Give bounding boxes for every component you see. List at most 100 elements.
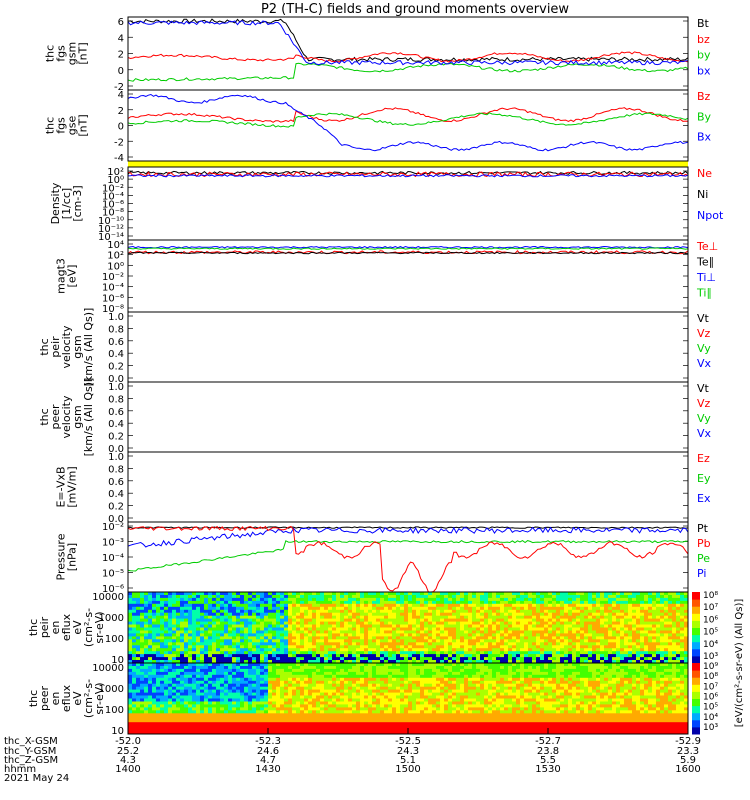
heatmap-cell xyxy=(208,686,213,691)
heatmap-cell xyxy=(304,686,309,691)
heatmap-cell xyxy=(152,595,157,599)
heatmap-cell xyxy=(628,618,633,622)
y-axis-label: gse xyxy=(66,116,79,136)
heatmap-cell xyxy=(244,680,249,685)
heatmap-cell xyxy=(232,704,237,708)
heatmap-cell xyxy=(540,645,545,649)
heatmap-cell xyxy=(336,722,341,726)
heatmap-cell xyxy=(196,612,201,617)
heatmap-cell xyxy=(144,686,149,691)
heatmap-cell xyxy=(216,654,221,658)
heatmap-cell xyxy=(616,597,621,602)
heatmap-cell xyxy=(176,621,181,625)
heatmap-cell xyxy=(260,674,265,679)
heatmap-cell xyxy=(388,654,393,658)
heatmap-cell xyxy=(528,627,533,631)
legend-item: Vz xyxy=(697,397,711,410)
heatmap-cell xyxy=(160,621,165,625)
heatmap-cell xyxy=(144,606,149,611)
heatmap-cell xyxy=(228,627,233,631)
colorbar-tick-label: 10⁷ xyxy=(703,603,718,613)
heatmap-cell xyxy=(268,725,273,729)
heatmap-cell xyxy=(416,612,421,617)
heatmap-cell xyxy=(620,657,625,661)
heatmap-cell xyxy=(324,657,329,661)
heatmap-cell xyxy=(236,627,241,631)
heatmap-cell xyxy=(320,639,325,643)
heatmap-cell xyxy=(448,630,453,634)
heatmap-cell xyxy=(312,618,317,622)
heatmap-cell xyxy=(628,645,633,649)
heatmap-cell xyxy=(480,595,485,599)
heatmap-cell xyxy=(676,595,681,599)
heatmap-cell xyxy=(220,639,225,643)
heatmap-cell xyxy=(164,686,169,691)
heatmap-cell xyxy=(676,639,681,643)
heatmap-cell xyxy=(460,597,465,602)
heatmap-cell xyxy=(440,654,445,658)
heatmap-cell xyxy=(152,698,157,702)
heatmap-cell xyxy=(464,606,469,611)
heatmap-cell xyxy=(268,606,273,611)
heatmap-cell xyxy=(188,716,193,720)
heatmap-cell xyxy=(484,592,489,596)
heatmap-cell xyxy=(348,701,353,705)
heatmap-cell xyxy=(308,592,313,596)
heatmap-cell xyxy=(160,627,165,631)
heatmap-cell xyxy=(616,654,621,658)
heatmap-cell xyxy=(288,633,293,637)
heatmap-cell xyxy=(592,657,597,661)
heatmap-cell xyxy=(624,651,629,655)
heatmap-cell xyxy=(216,618,221,622)
heatmap-cell xyxy=(496,595,501,599)
heatmap-cell xyxy=(148,639,153,643)
heatmap-cell xyxy=(276,654,281,658)
heatmap-cell xyxy=(296,624,301,628)
heatmap-cell xyxy=(456,624,461,628)
heatmap-cell xyxy=(184,677,189,682)
heatmap-cell xyxy=(292,648,297,652)
legend-item: Bx xyxy=(697,131,712,144)
heatmap-cell xyxy=(500,618,505,622)
heatmap-cell xyxy=(560,592,565,596)
heatmap-cell xyxy=(200,680,205,685)
heatmap-cell xyxy=(500,609,505,614)
heatmap-cell xyxy=(448,612,453,617)
heatmap-cell xyxy=(212,719,217,723)
heatmap-cell xyxy=(328,612,333,617)
heatmap-cell xyxy=(188,683,193,688)
heatmap-cell xyxy=(608,657,613,661)
heatmap-cell xyxy=(608,595,613,599)
heatmap-cell xyxy=(608,633,613,637)
heatmap-cell xyxy=(352,660,357,664)
heatmap-cell xyxy=(460,595,465,599)
heatmap-cell xyxy=(256,680,261,685)
heatmap-cell xyxy=(288,618,293,622)
series-line-blue xyxy=(127,245,689,249)
heatmap-cell xyxy=(252,645,257,649)
heatmap-cell xyxy=(200,674,205,679)
heatmap-cell xyxy=(664,657,669,661)
heatmap-cell xyxy=(356,636,361,640)
heatmap-cell xyxy=(672,654,677,658)
heatmap-cell xyxy=(184,689,189,693)
heatmap-cell xyxy=(520,612,525,617)
heatmap-cell xyxy=(368,606,373,611)
heatmap-cell xyxy=(540,627,545,631)
heatmap-cell xyxy=(356,600,361,605)
heatmap-cell xyxy=(244,725,249,729)
heatmap-cell xyxy=(344,603,349,608)
heatmap-cell xyxy=(228,719,233,723)
heatmap-cell xyxy=(248,651,253,655)
heatmap-cell xyxy=(248,630,253,634)
heatmap-cell xyxy=(144,677,149,682)
heatmap-cell xyxy=(664,651,669,655)
heatmap-cell xyxy=(320,597,325,602)
heatmap-cell xyxy=(252,660,257,664)
heatmap-cell xyxy=(312,674,317,679)
heatmap-cell xyxy=(516,615,521,620)
heatmap-cell xyxy=(356,603,361,608)
heatmap-cell xyxy=(476,618,481,622)
heatmap-cell xyxy=(536,657,541,661)
